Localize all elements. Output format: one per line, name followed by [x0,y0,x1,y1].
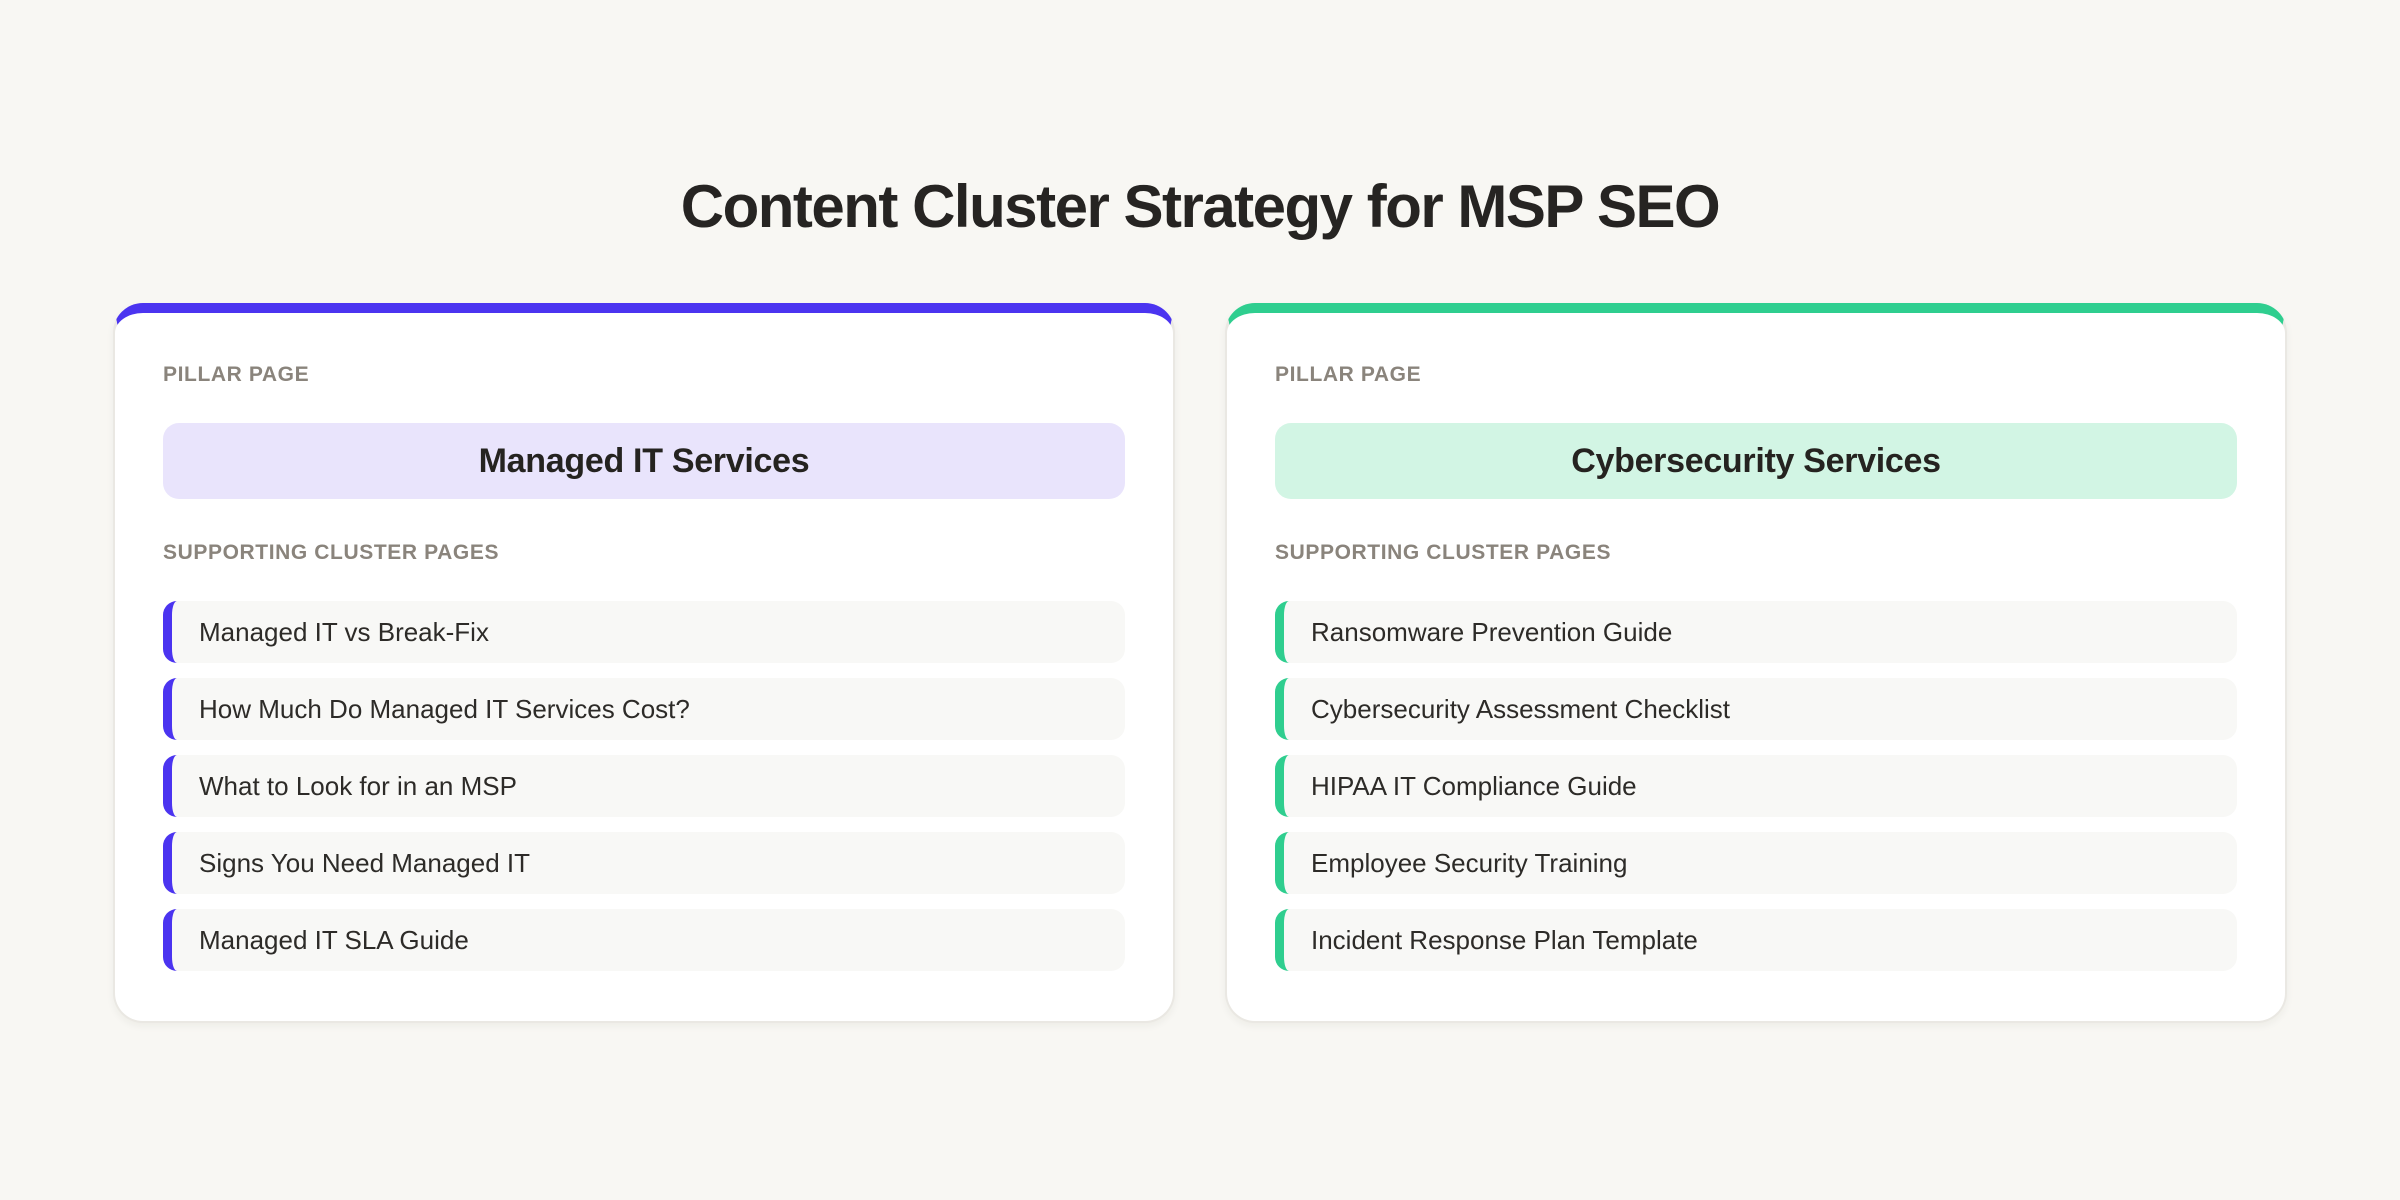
cluster-page-item: Ransomware Prevention Guide [1275,601,2237,663]
cluster-page-item-label: Employee Security Training [1311,847,1628,878]
cluster-page-item: Employee Security Training [1275,832,2237,894]
cluster-page-item-label: Ransomware Prevention Guide [1311,616,1673,647]
cluster-pages-list: Managed IT vs Break-Fix How Much Do Manag… [163,601,1125,971]
cluster-card: PILLAR PAGE Managed IT Services SUPPORTI… [113,303,1175,1023]
cluster-page-item-label: Signs You Need Managed IT [199,847,531,878]
cluster-page-item: What to Look for in an MSP [163,755,1125,817]
pillar-title-box: Managed IT Services [163,423,1125,499]
cluster-page-item-label: Cybersecurity Assessment Checklist [1311,693,1731,724]
pillar-page-label: PILLAR PAGE [1275,363,1422,386]
cluster-page-item-label: What to Look for in an MSP [199,770,517,801]
cluster-page-item: Managed IT vs Break-Fix [163,601,1125,663]
cluster-card: PILLAR PAGE Cybersecurity Services SUPPO… [1225,303,2287,1023]
cluster-page-item: Incident Response Plan Template [1275,909,2237,971]
cluster-page-item: How Much Do Managed IT Services Cost? [163,678,1125,740]
pillar-title: Cybersecurity Services [1571,441,1941,480]
cluster-page-item: Signs You Need Managed IT [163,832,1125,894]
pillar-title: Managed IT Services [478,441,810,480]
pillar-page-label: PILLAR PAGE [163,363,310,386]
page-title: Content Cluster Strategy for MSP SEO [680,173,1721,240]
cluster-page-item-label: Incident Response Plan Template [1311,924,1698,955]
supporting-cluster-label: SUPPORTING CLUSTER PAGES [163,541,500,564]
cluster-page-item: HIPAA IT Compliance Guide [1275,755,2237,817]
cluster-page-item: Managed IT SLA Guide [163,909,1125,971]
cluster-page-item-label: HIPAA IT Compliance Guide [1311,770,1637,801]
cluster-page-item: Cybersecurity Assessment Checklist [1275,678,2237,740]
cluster-pages-list: Ransomware Prevention Guide Cybersecurity… [1275,601,2237,971]
cluster-page-item-label: How Much Do Managed IT Services Cost? [199,693,690,724]
pillar-title-box: Cybersecurity Services [1275,423,2237,499]
cluster-page-item-label: Managed IT vs Break-Fix [199,616,489,647]
cards-container: PILLAR PAGE Managed IT Services SUPPORTI… [0,303,2400,1023]
cluster-page-item-label: Managed IT SLA Guide [199,924,469,955]
supporting-cluster-label: SUPPORTING CLUSTER PAGES [1275,541,1612,564]
